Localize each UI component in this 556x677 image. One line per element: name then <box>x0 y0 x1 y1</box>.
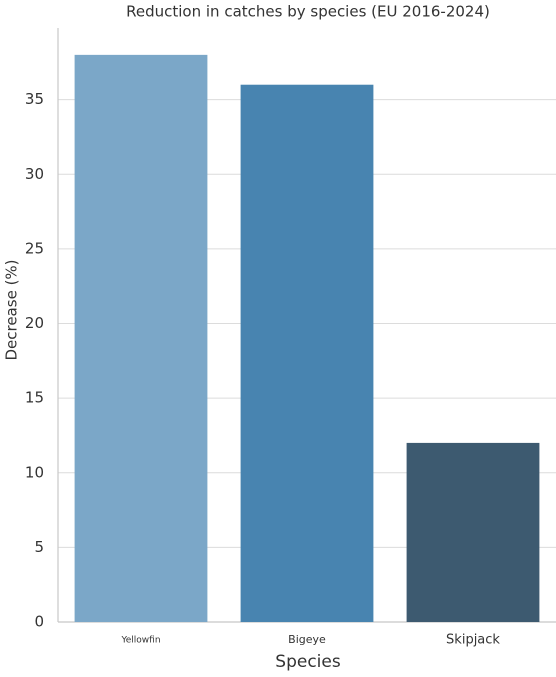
bar <box>74 54 208 623</box>
y-tick-label: 10 <box>25 463 44 481</box>
y-tick-label: 25 <box>25 239 44 257</box>
x-tick-label: Bigeye <box>288 633 326 646</box>
chart-title: Reduction in catches by species (EU 2016… <box>126 3 490 21</box>
y-tick-label: 20 <box>25 314 44 332</box>
y-tick-label: 5 <box>34 538 44 556</box>
y-axis-label: Decrease (%) <box>3 259 21 360</box>
x-axis-label: Species <box>275 652 341 672</box>
y-tick-label: 0 <box>34 613 44 631</box>
y-tick-label: 30 <box>25 165 44 183</box>
x-tick-label: Yellowfin <box>120 636 160 646</box>
y-tick-label: 35 <box>25 90 44 108</box>
y-tick-label: 15 <box>25 389 44 407</box>
x-tick-label: Skipjack <box>446 633 500 648</box>
bar <box>240 84 374 623</box>
bar <box>406 442 540 622</box>
